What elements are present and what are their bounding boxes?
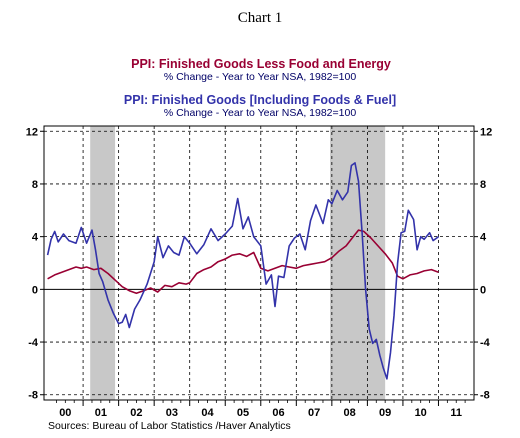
y-tick-label-left: -4 — [28, 337, 39, 349]
gridlines — [44, 126, 474, 400]
legend-total-ppi-subtitle: % Change - Year to Year NSA, 1982=100 — [164, 107, 357, 119]
x-tick-label-05: 05 — [237, 407, 249, 419]
x-tick-label-01: 01 — [95, 407, 107, 419]
x-tick-label-08: 08 — [343, 407, 355, 419]
y-tick-label-right: -8 — [480, 390, 490, 402]
legend-core-ppi-subtitle: % Change - Year to Year NSA, 1982=100 — [164, 71, 357, 83]
recession-band-1 — [330, 126, 386, 400]
y-tick-label-left: 8 — [32, 179, 38, 191]
x-tick-label-07: 07 — [308, 407, 320, 419]
y-tick-label-right: 4 — [480, 232, 487, 244]
y-tick-label-right: 8 — [480, 179, 486, 191]
y-tick-label-right: -4 — [480, 337, 491, 349]
x-tick-label-02: 02 — [130, 407, 142, 419]
recession-shading — [90, 126, 386, 400]
x-tick-label-03: 03 — [166, 407, 178, 419]
y-axis-left: -8 -4 0 4 8 12 — [26, 126, 44, 402]
series-line-1 — [46, 162, 439, 380]
x-tick-label-04: 04 — [201, 407, 214, 419]
x-tick-label-10: 10 — [415, 407, 427, 419]
x-tick-label-00: 00 — [59, 407, 71, 419]
y-tick-label-left: 12 — [26, 126, 38, 138]
series-line-0 — [47, 229, 439, 295]
y-tick-label-right: 12 — [480, 126, 492, 138]
chart-title: Chart 1 — [238, 10, 283, 26]
plot-frame — [43, 125, 475, 401]
series-lines — [46, 162, 439, 380]
x-axis: 00 01 02 03 04 05 06 07 08 09 10 11 — [56, 400, 466, 419]
y-axis-right: -8 -4 0 4 8 12 — [474, 126, 492, 402]
x-tick-label-06: 06 — [272, 407, 284, 419]
legend-core-ppi-title: PPI: Finished Goods Less Food and Energy — [131, 57, 391, 71]
y-tick-label-left: 4 — [32, 232, 39, 244]
y-tick-label-left: -8 — [28, 390, 38, 402]
legend-total-ppi-title: PPI: Finished Goods [Including Foods & F… — [124, 93, 396, 107]
source-note: Sources: Bureau of Labor Statistics /Hav… — [48, 420, 291, 432]
x-tick-label-11: 11 — [450, 407, 462, 419]
x-tick-label-09: 09 — [379, 407, 391, 419]
recession-band-0 — [90, 126, 116, 400]
y-tick-label-right: 0 — [480, 284, 486, 296]
y-tick-label-left: 0 — [32, 284, 38, 296]
